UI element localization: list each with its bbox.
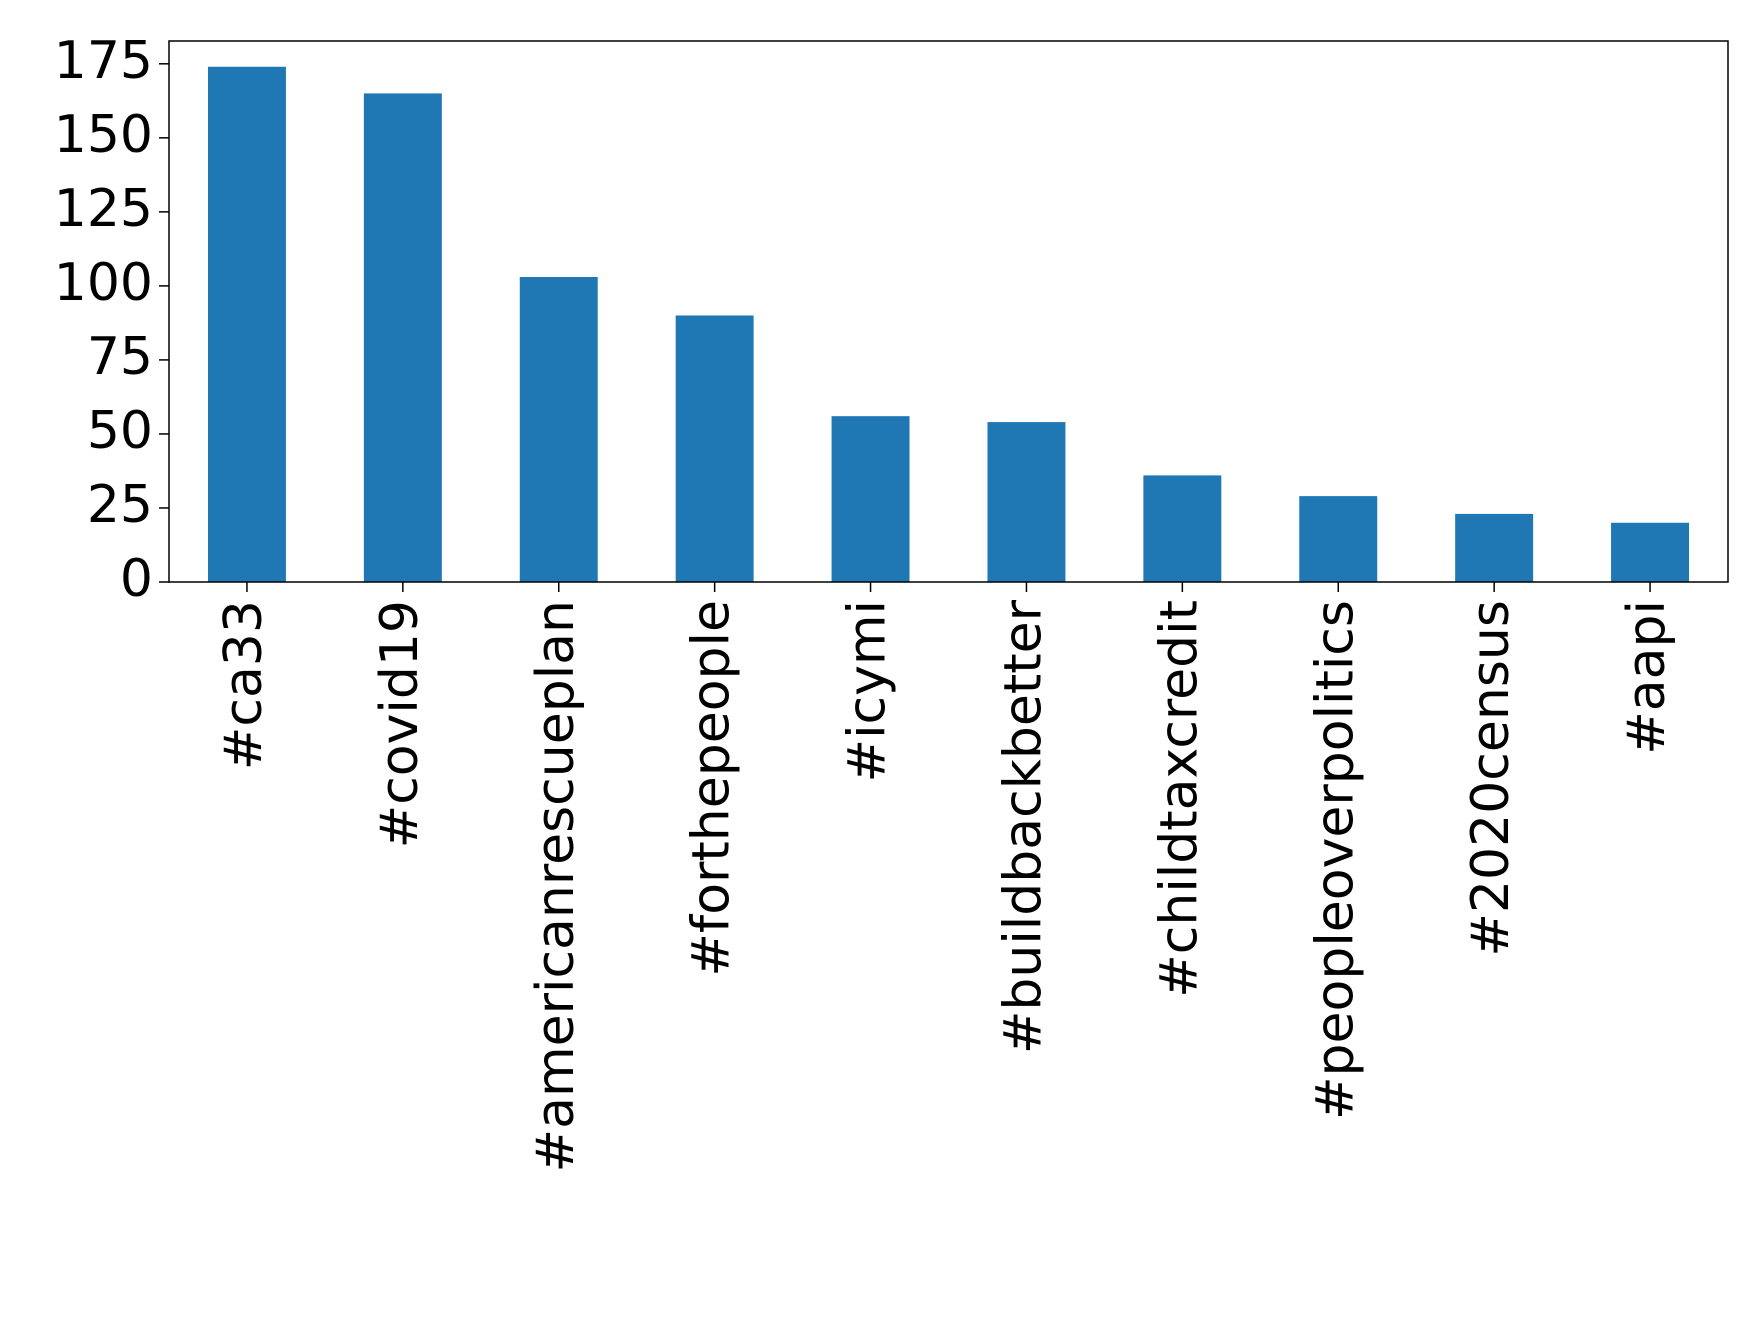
y-tick-label: 25: [87, 475, 153, 535]
bar: [675, 315, 754, 582]
x-tick-label: #childtaxcredit: [1149, 600, 1209, 998]
bar: [987, 422, 1066, 582]
bar: [363, 93, 442, 583]
x-tick-label: #peopleoverpolitics: [1305, 600, 1365, 1120]
y-tick-label: 150: [54, 105, 153, 165]
bar: [1299, 496, 1378, 582]
y-tick-label: 100: [54, 253, 153, 313]
plot-frame: [168, 40, 1729, 583]
x-tick-label: #buildbackbetter: [993, 599, 1053, 1054]
x-tick-label: #icymi: [838, 600, 898, 782]
x-tick-label: #covid19: [370, 600, 430, 848]
bar: [1455, 513, 1534, 582]
x-tick-label: #forthepeople: [682, 600, 742, 977]
x-tick-label: #ca33: [214, 600, 274, 770]
bar: [1143, 475, 1222, 582]
x-tick-label: #aapi: [1617, 600, 1677, 755]
bar: [831, 416, 910, 582]
bar: [519, 277, 598, 582]
y-tick-label: 125: [54, 179, 153, 239]
bar: [1611, 522, 1690, 582]
bar: [207, 66, 286, 582]
y-tick-label: 50: [87, 401, 153, 461]
y-tick-label: 75: [87, 327, 153, 387]
x-tick-label: #americanrescueplan: [526, 600, 586, 1172]
y-tick-label: 0: [120, 549, 153, 609]
x-tick-label: #2020census: [1461, 600, 1521, 957]
y-tick-label: 175: [54, 31, 153, 91]
